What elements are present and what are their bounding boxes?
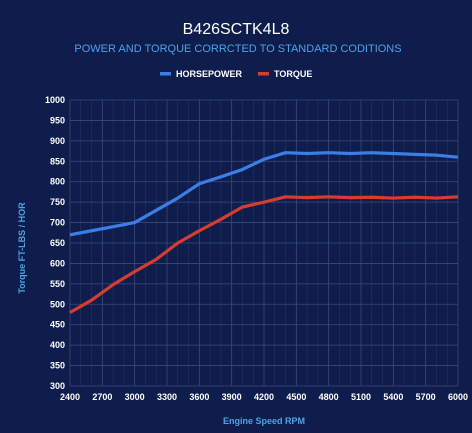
legend-swatch xyxy=(160,72,171,76)
x-tick-label: 2400 xyxy=(60,392,80,402)
y-tick-label: 650 xyxy=(50,238,65,248)
y-tick-label: 550 xyxy=(50,279,65,289)
series-line-horsepower xyxy=(69,151,459,237)
y-tick-label: 600 xyxy=(50,258,65,268)
y-tick-label: 900 xyxy=(50,136,65,146)
x-tick-label: 5400 xyxy=(383,392,403,402)
legend-label: HORSEPOWER xyxy=(176,69,243,79)
x-axis-ticks: 2400 2700 3000 3300 3600 3900 4200 4500 4800 5100… xyxy=(60,392,468,402)
x-tick-label: 4500 xyxy=(286,392,306,402)
grid xyxy=(69,99,459,387)
y-tick-label: 400 xyxy=(50,340,65,350)
x-tick-label: 6000 xyxy=(448,392,468,402)
x-tick-label: 3300 xyxy=(157,392,177,402)
chart-subtitle: POWER AND TORQUE CORRCTED TO STANDARD CO… xyxy=(74,43,401,55)
x-tick-label: 4200 xyxy=(254,392,274,402)
y-tick-label: 300 xyxy=(50,381,65,391)
y-tick-label: 850 xyxy=(50,156,65,166)
legend-swatch xyxy=(258,72,269,76)
x-tick-label: 4800 xyxy=(319,392,339,402)
y-axis-label: Torque FT-LBS / HOR xyxy=(17,202,27,294)
x-tick-label: 3900 xyxy=(222,392,242,402)
x-axis-label: Engine Speed RPM xyxy=(223,416,305,426)
y-tick-label: 950 xyxy=(50,115,65,125)
x-tick-label: 5100 xyxy=(351,392,371,402)
x-tick-label: 3000 xyxy=(125,392,145,402)
y-tick-label: 1000 xyxy=(45,95,65,105)
y-tick-label: 450 xyxy=(50,320,65,330)
series-line-torque xyxy=(69,195,459,314)
x-tick-label: 3600 xyxy=(189,392,209,402)
y-tick-label: 500 xyxy=(50,299,65,309)
legend-label: TORQUE xyxy=(274,69,312,79)
x-tick-label: 2700 xyxy=(92,392,112,402)
legend: HORSEPOWER TORQUE xyxy=(160,69,312,79)
x-tick-label: 5700 xyxy=(416,392,436,402)
y-tick-label: 800 xyxy=(50,177,65,187)
series-lines xyxy=(69,151,459,314)
y-tick-label: 350 xyxy=(50,361,65,371)
chart-title: B426SCTK4L8 xyxy=(183,21,290,38)
y-tick-label: 700 xyxy=(50,218,65,228)
y-tick-label: 750 xyxy=(50,197,65,207)
y-axis-ticks: 300 350 400 450 500 550 600 650 700 750 800 850 900 9… xyxy=(45,95,65,391)
